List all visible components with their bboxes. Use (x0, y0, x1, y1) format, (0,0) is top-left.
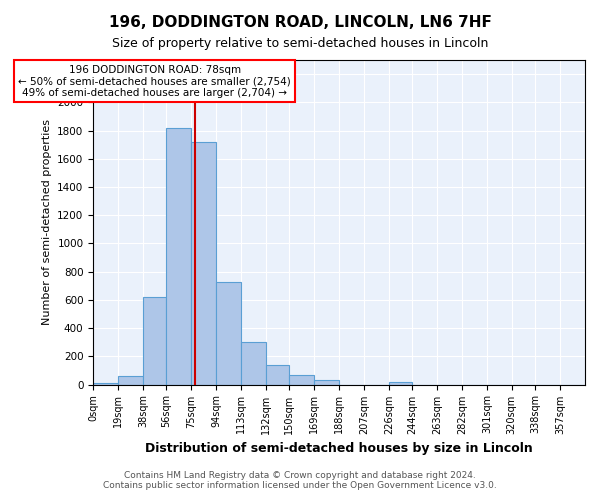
Y-axis label: Number of semi-detached properties: Number of semi-detached properties (42, 120, 52, 326)
Bar (289, 376, 314, 384)
Bar (191, 142, 216, 384)
Bar (314, 380, 339, 384)
Bar (93, 383, 118, 384)
X-axis label: Distribution of semi-detached houses by size in Lincoln: Distribution of semi-detached houses by … (145, 442, 533, 455)
Text: Contains HM Land Registry data © Crown copyright and database right 2024.
Contai: Contains HM Land Registry data © Crown c… (103, 470, 497, 490)
Text: Size of property relative to semi-detached houses in Lincoln: Size of property relative to semi-detach… (112, 38, 488, 51)
Bar (389, 382, 412, 384)
Bar (266, 365, 289, 384)
Text: 196, DODDINGTON ROAD, LINCOLN, LN6 7HF: 196, DODDINGTON ROAD, LINCOLN, LN6 7HF (109, 15, 491, 30)
Bar (118, 376, 143, 384)
Bar (143, 297, 166, 384)
Bar (216, 282, 241, 385)
Text: 196 DODDINGTON ROAD: 78sqm
← 50% of semi-detached houses are smaller (2,754)
49%: 196 DODDINGTON ROAD: 78sqm ← 50% of semi… (19, 64, 291, 98)
Bar (241, 342, 266, 384)
Bar (166, 128, 191, 384)
